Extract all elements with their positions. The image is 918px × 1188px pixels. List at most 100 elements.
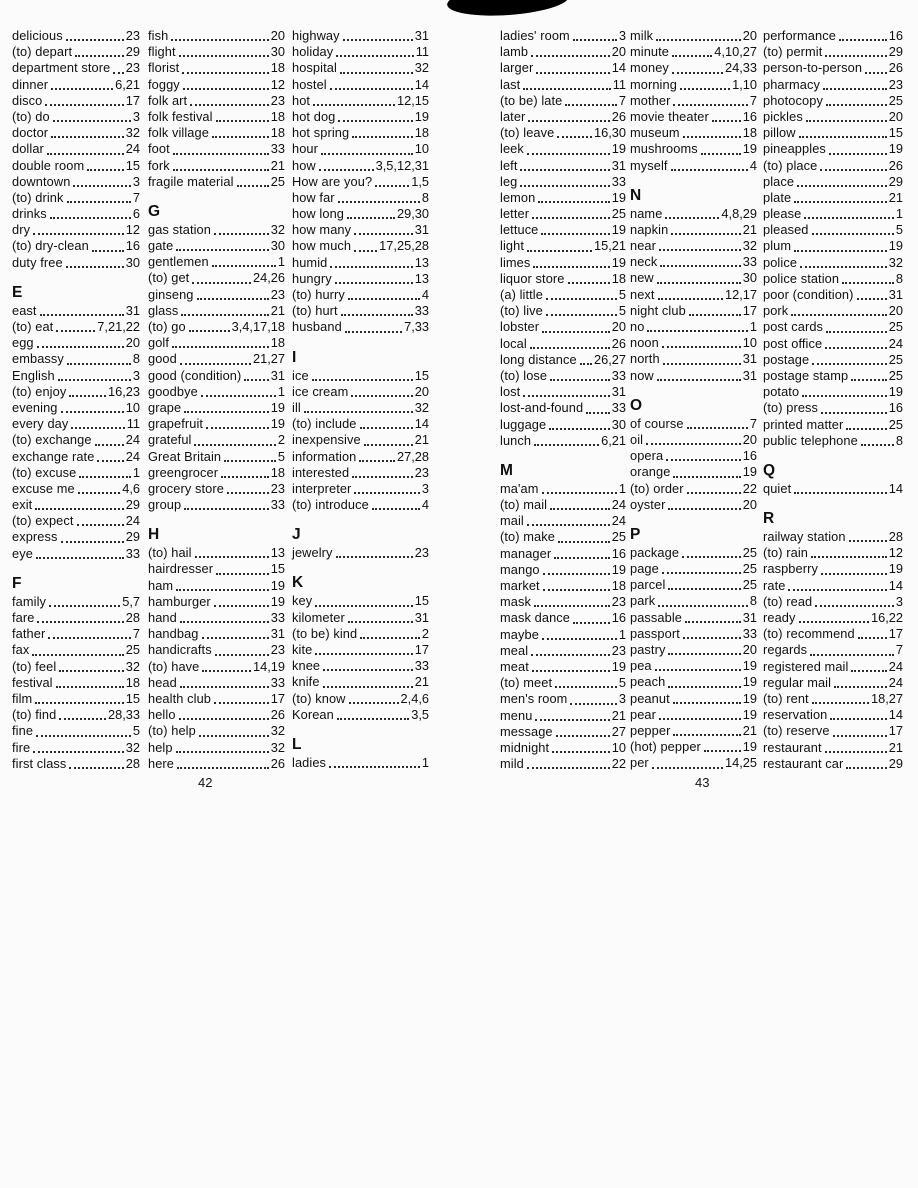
term-text: knee xyxy=(292,658,321,674)
index-entry: mail 24 xyxy=(500,513,626,529)
page-refs: 19 xyxy=(611,561,626,577)
page-refs: 21 xyxy=(270,302,285,318)
term-text: later xyxy=(500,108,526,124)
index-entry: hot spring 18 xyxy=(292,125,429,141)
index-entry: oyster 20 xyxy=(630,497,757,513)
index-entry: grocery store 23 xyxy=(148,481,285,497)
index-entry: fish 20 xyxy=(148,28,285,44)
section-letter: P xyxy=(630,525,641,543)
page-refs: 13 xyxy=(414,254,429,270)
dot-leader xyxy=(49,605,121,607)
page-refs: 16 xyxy=(888,28,903,43)
page-refs: 19 xyxy=(611,658,626,674)
term-text: (to) know xyxy=(292,690,346,706)
term-text: egg xyxy=(12,335,34,351)
page-refs: 21,27 xyxy=(252,351,285,367)
section-letter: N xyxy=(630,186,642,204)
term-text: limes xyxy=(500,254,531,270)
page-refs: 25 xyxy=(742,577,757,593)
index-entry: (to) place 26 xyxy=(763,158,903,174)
index-entry: hello 26 xyxy=(148,707,285,723)
dot-leader xyxy=(336,55,414,58)
dot-leader xyxy=(682,556,741,559)
page-refs: 29,30 xyxy=(396,206,429,222)
dot-leader xyxy=(211,265,276,268)
dot-leader xyxy=(51,87,114,90)
term-text: potato xyxy=(763,384,800,400)
term-text: morning xyxy=(630,76,677,92)
index-entry: (a) little 5 xyxy=(500,287,626,303)
page-refs: 1,5 xyxy=(411,173,429,189)
term-text: (to) find xyxy=(12,707,57,723)
dot-leader xyxy=(66,201,131,204)
term-text: lobster xyxy=(500,319,540,335)
dot-leader xyxy=(656,281,741,284)
page-refs: 18 xyxy=(270,60,285,76)
dot-leader xyxy=(79,475,131,478)
dot-leader xyxy=(202,669,251,672)
index-entry: peach 19 xyxy=(630,674,757,690)
dot-leader xyxy=(198,734,269,737)
dot-leader xyxy=(657,297,723,300)
index-entry: festival 18 xyxy=(12,675,140,691)
dot-leader xyxy=(529,346,610,349)
index-entry: regular mail 24 xyxy=(763,675,903,691)
page-refs: 3,5 xyxy=(411,706,429,722)
term-text: embassy xyxy=(12,351,64,367)
dot-leader xyxy=(520,184,610,187)
index-entry: how much 17,25,28 xyxy=(292,238,429,254)
dot-leader xyxy=(658,604,748,607)
index-entry: page 25 xyxy=(630,561,757,577)
term-text: (to) feel xyxy=(12,658,57,674)
term-text: How are you? xyxy=(292,173,373,189)
page-refs: 28,33 xyxy=(107,707,140,723)
page-refs: 16 xyxy=(125,238,140,254)
term-text: next xyxy=(630,286,655,302)
dot-leader xyxy=(526,524,610,527)
index-entry: (to) depart 29 xyxy=(12,44,140,60)
term-text: goodbye xyxy=(148,383,198,399)
dot-leader xyxy=(315,604,413,607)
term-text: last xyxy=(500,76,521,92)
page-refs: 17 xyxy=(888,626,903,642)
dot-leader xyxy=(347,217,395,220)
dot-leader xyxy=(688,314,741,316)
page-refs: 6,21 xyxy=(601,432,626,448)
dot-leader xyxy=(682,637,741,639)
page-refs: 31 xyxy=(742,367,757,383)
page-refs: 25 xyxy=(270,173,285,189)
dot-leader xyxy=(75,55,124,58)
page-refs: 20 xyxy=(611,319,626,335)
page-refs: 3 xyxy=(618,28,626,43)
page-refs: 20 xyxy=(742,28,757,43)
page-refs: 19 xyxy=(742,658,757,674)
index-entry: orange 19 xyxy=(630,464,757,480)
page-refs: 1 xyxy=(749,319,757,334)
page-refs: 19 xyxy=(270,593,285,609)
term-text: hour xyxy=(292,141,319,157)
term-text: regards xyxy=(763,642,808,658)
index-entry: lettuce 19 xyxy=(500,222,626,238)
dot-leader xyxy=(176,249,269,252)
index-entry: ice cream 20 xyxy=(292,384,429,400)
term-text: golf xyxy=(148,335,170,351)
index-entry: neck 33 xyxy=(630,254,757,270)
term-text: doctor xyxy=(12,125,49,141)
term-text: public telephone xyxy=(763,432,858,448)
term-text: restaurant car xyxy=(763,755,844,771)
page-refs: 19 xyxy=(270,577,285,593)
page-refs: 12 xyxy=(270,76,285,92)
term-text: (to) order xyxy=(630,480,684,496)
index-entry: police 32 xyxy=(763,255,903,271)
term-text: menu xyxy=(500,707,533,723)
dot-leader xyxy=(226,492,269,495)
dot-leader xyxy=(520,168,610,171)
page-refs: 30 xyxy=(270,44,285,60)
term-text: mail xyxy=(500,513,524,529)
dot-leader xyxy=(46,152,124,155)
index-entry: foot 33 xyxy=(148,141,285,157)
term-text: plate xyxy=(763,189,792,205)
index-entry: north 31 xyxy=(630,351,757,367)
term-text: good xyxy=(148,351,177,367)
page-refs: 7 xyxy=(749,92,757,108)
